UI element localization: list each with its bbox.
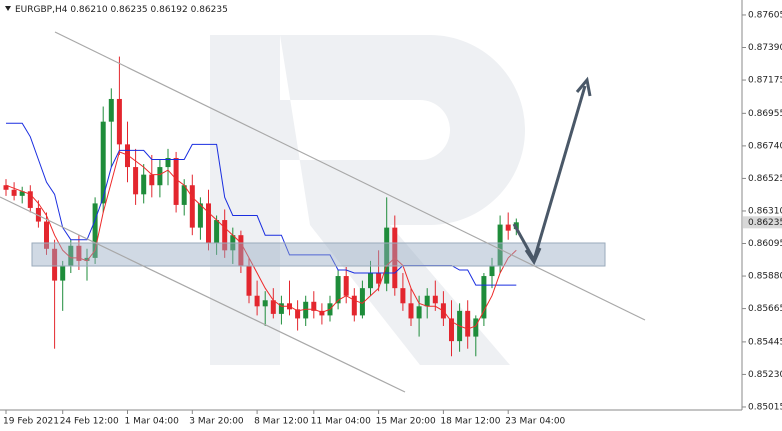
candle-body [60, 265, 66, 281]
candle-body [270, 300, 276, 314]
candle-body [149, 174, 155, 186]
candle-body [473, 318, 479, 337]
header: EURGBP,H4 0.86210 0.86235 0.86192 0.8623… [5, 5, 228, 15]
candle-body [384, 227, 390, 284]
x-tick-label: 11 Mar 04:00 [311, 417, 371, 427]
candle-body [165, 157, 171, 168]
high-price: 0.86235 [110, 5, 147, 15]
candle-body [303, 301, 309, 319]
candle-body [278, 303, 284, 314]
candle-body [359, 288, 365, 316]
candle-body [376, 273, 382, 284]
candle-body [214, 220, 220, 243]
x-tick-label: 24 Feb 12:00 [60, 417, 119, 427]
candle-body [68, 245, 74, 266]
indicator-line [5, 151, 517, 330]
candle-body [44, 221, 49, 249]
candle-body [108, 98, 114, 122]
candle-body [343, 276, 349, 296]
candle-body [254, 295, 260, 307]
candle-body [189, 185, 195, 228]
candle-body [400, 288, 406, 304]
y-tick-label: 0.86525 [748, 174, 782, 184]
menu-icon [5, 6, 11, 11]
candle-body [295, 309, 301, 319]
candle-body [505, 224, 511, 231]
candle-body [52, 248, 58, 281]
candle-body [11, 189, 17, 196]
y-tick-label: 0.86310 [748, 206, 782, 216]
x-tick-label: 8 Mar 12:00 [254, 417, 309, 427]
y-tick-label: 0.86955 [748, 109, 782, 119]
candle-body [100, 121, 106, 204]
forecast-arrow [512, 76, 592, 266]
y-tick-label: 0.87390 [748, 43, 782, 53]
header-text: EURGBP,H4 0.86210 0.86235 0.86192 0.8623… [15, 5, 228, 15]
candle-body [424, 295, 430, 307]
close-price: 0.86235 [191, 5, 228, 15]
candle-body [262, 300, 268, 307]
plot-area [3, 56, 519, 357]
candle-body [246, 265, 252, 296]
candle-body [35, 207, 41, 222]
open-price: 0.86210 [70, 5, 107, 15]
candle-body [311, 301, 317, 311]
candle-body [3, 185, 9, 190]
y-tick-label: 0.85880 [748, 272, 782, 282]
candle-body [238, 235, 244, 266]
x-tick-label: 19 Feb 2021 [3, 417, 59, 427]
symbol: EURGBP,H4 [15, 5, 68, 15]
candle-body [465, 310, 471, 337]
y-tick-label: 0.85445 [748, 337, 782, 347]
last-price-label: 0.86235 [748, 218, 782, 228]
candle-body [133, 167, 139, 195]
candle-body [319, 310, 325, 316]
candle-body [497, 224, 503, 266]
candle-body [76, 245, 82, 261]
candle-body [181, 185, 187, 205]
support-zone [31, 242, 606, 267]
candle-body [368, 273, 373, 289]
candle-body [173, 157, 179, 205]
channel-lower [0, 196, 406, 393]
candle-body [222, 220, 228, 251]
candle-body [125, 144, 130, 168]
candle-body [416, 306, 422, 319]
y-tick-label: 0.87175 [748, 76, 782, 86]
y-tick-label: 0.85015 [748, 402, 782, 412]
low-price: 0.86192 [151, 5, 188, 15]
y-tick-label: 0.85665 [748, 304, 782, 314]
candle-body [197, 203, 203, 228]
candle-body [84, 257, 90, 261]
candle-body [116, 98, 122, 145]
x-tick-label: 3 Mar 20:00 [189, 417, 244, 427]
x-tick-label: 15 Mar 20:00 [376, 417, 436, 427]
x-tick-label: 1 Mar 04:00 [125, 417, 180, 427]
candle-body [92, 203, 98, 258]
y-tick-label: 0.85230 [748, 370, 782, 380]
candle-body [432, 295, 438, 304]
candle-body [408, 303, 414, 319]
candle-body [157, 167, 163, 186]
candle-body [19, 191, 25, 196]
channel-upper [54, 31, 646, 321]
y-tick-label: 0.87605 [748, 10, 782, 20]
last-price-box [743, 216, 782, 229]
candle-body [27, 191, 33, 208]
y-tick-label: 0.86740 [748, 141, 782, 151]
candle-body [351, 295, 357, 316]
x-tick-label: 23 Mar 04:00 [505, 417, 565, 427]
candle-body [141, 174, 147, 195]
candle-body [206, 203, 211, 243]
watermark [210, 35, 525, 365]
candle-body [335, 276, 341, 304]
x-tick-label: 18 Mar 12:00 [440, 417, 500, 427]
candle-body [481, 276, 487, 319]
candle-body [449, 318, 454, 342]
y-tick-label: 0.86095 [748, 239, 782, 249]
candle-body [489, 265, 495, 277]
